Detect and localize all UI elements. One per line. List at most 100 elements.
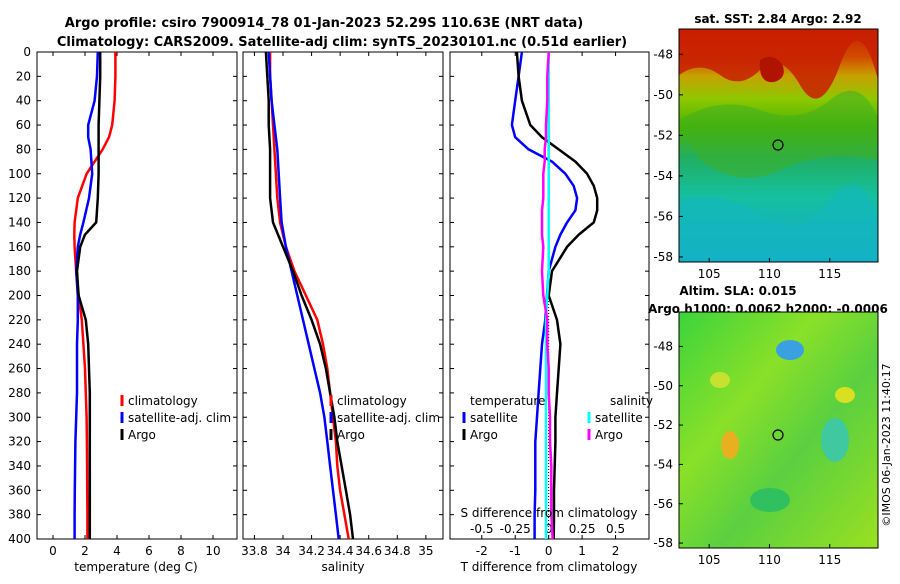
- sst-cold-pool: [679, 184, 878, 262]
- y-tick-label: 280: [8, 386, 31, 400]
- sla-blue-blob: [776, 340, 804, 360]
- x-tick-label: 34.4: [327, 544, 354, 558]
- argo-legend-label: Argo: [337, 428, 365, 442]
- s-satellite-line: [544, 52, 550, 539]
- satellite-legend-label: satellite-adj. clim: [128, 411, 231, 425]
- y-tick-label: 220: [8, 313, 31, 327]
- y-tick-label: 240: [8, 337, 31, 351]
- map-x-tick-label: 110: [758, 553, 781, 567]
- map-y-tick-label: -58: [653, 250, 673, 264]
- map-x-tick-label: 115: [818, 267, 841, 281]
- y-tick-label: 20: [16, 69, 31, 83]
- x-tick-label: 34.2: [298, 544, 325, 558]
- map-x-tick-label: 110: [758, 267, 781, 281]
- s-tick-label: -0.25: [500, 522, 531, 536]
- sst-argo-marker: [772, 139, 784, 151]
- y-tick-label: 0: [23, 45, 31, 59]
- y-tick-label: 380: [8, 508, 31, 522]
- satellite-legend-label: satellite-adj. clim: [337, 411, 440, 425]
- map-x-tick-label: 115: [818, 553, 841, 567]
- x-tick-label: 34.8: [384, 544, 411, 558]
- t-satellite-line: [510, 51, 579, 539]
- s-tick-label: -0.5: [470, 522, 493, 536]
- map-y-tick-label: -56: [653, 497, 673, 511]
- figure-title-line1: Argo profile: csiro 7900914_78 01-Jan-20…: [65, 16, 583, 31]
- temperature-legend-title: temperature: [470, 394, 545, 408]
- temperature-plot: 0204060801001201401601802002202402602803…: [8, 45, 237, 558]
- sst-eddy: [759, 56, 784, 83]
- sla-map-frame: [678, 311, 879, 549]
- x-tick-label: 4: [113, 544, 121, 558]
- y-tick-label: 320: [8, 435, 31, 449]
- x-tick-label: 2: [81, 544, 89, 558]
- sst-warm-front: [679, 29, 878, 99]
- salinity-climatology-line: [268, 52, 350, 540]
- difference-xlabel: T difference from climatology: [460, 560, 638, 574]
- difference-top-label: S difference from climatology: [461, 506, 638, 520]
- x-tick-label: -2: [476, 544, 488, 558]
- map-y-tick-label: -48: [653, 339, 673, 353]
- sst-map-ticks: 105 110 115 -48 -50 -52 -54 -56 -58: [653, 47, 841, 281]
- x-tick-label: 0: [49, 544, 57, 558]
- temperature-panel: 0204060801001201401601802002202402602803…: [8, 45, 238, 574]
- map-y-tick-label: -52: [653, 128, 673, 142]
- s-argo-legend-label: Argo: [595, 428, 623, 442]
- sla-cyan-blob: [821, 418, 849, 462]
- x-tick-label: 34: [275, 544, 290, 558]
- x-tick-label: 33.8: [241, 544, 268, 558]
- y-tick-label: 120: [8, 191, 31, 205]
- s-tick-label: 0: [545, 522, 553, 536]
- y-tick-label: 160: [8, 240, 31, 254]
- y-tick-label: 360: [8, 483, 31, 497]
- sst-map-title: sat. SST: 2.84 Argo: 2.92: [694, 12, 861, 26]
- map-x-tick-label: 105: [698, 267, 721, 281]
- sla-map-title-line1: Altim. SLA: 0.015: [679, 284, 796, 298]
- y-tick-label: 80: [16, 142, 31, 156]
- y-tick-label: 340: [8, 459, 31, 473]
- x-tick-label: 35: [418, 544, 433, 558]
- map-y-tick-label: -50: [653, 379, 673, 393]
- map-y-tick-label: -56: [653, 209, 673, 223]
- x-tick-label: 6: [145, 544, 153, 558]
- y-tick-label: 100: [8, 167, 31, 181]
- temperature-argo-line: [75, 52, 102, 539]
- x-tick-label: 1: [578, 544, 586, 558]
- map-y-tick-label: -52: [653, 418, 673, 432]
- argo-legend-label: Argo: [128, 428, 156, 442]
- sla-green-blob: [750, 488, 790, 512]
- y-tick-label: 60: [16, 118, 31, 132]
- map-y-tick-label: -58: [653, 536, 673, 550]
- sla-yellow-blob-1: [721, 431, 739, 459]
- sla-argo-marker: [772, 429, 784, 441]
- y-tick-label: 400: [8, 532, 31, 546]
- y-tick-label: 300: [8, 410, 31, 424]
- figure-title-line2: Climatology: CARS2009. Satellite-adj cli…: [57, 35, 627, 50]
- s-tick-label: 0.5: [606, 522, 625, 536]
- temperature-xlabel: temperature (deg C): [74, 560, 197, 574]
- map-y-tick-label: -54: [653, 457, 673, 471]
- map-x-tick-label: 105: [698, 553, 721, 567]
- sla-map-panel: Altim. SLA: 0.015 Argo h1000: 0.0062 h20…: [648, 284, 888, 567]
- salinity-satellite-line: [267, 51, 340, 540]
- sla-yellow-blob-3: [710, 372, 730, 388]
- x-tick-label: 10: [205, 544, 220, 558]
- salinity-legend-title: salinity: [610, 394, 653, 408]
- imos-timestamp: ©IMOS 06-Jan-2023 11:40:17: [880, 363, 893, 526]
- x-tick-label: 0: [545, 544, 553, 558]
- t-argo-legend-label: Argo: [470, 428, 498, 442]
- x-tick-label: 34.6: [355, 544, 382, 558]
- temperature-axes: [36, 51, 238, 540]
- map-y-tick-label: -54: [653, 169, 673, 183]
- x-tick-label: 2: [612, 544, 620, 558]
- salinity-plot: 33.8 34 34.2 34.4 34.6 34.8 35 climatology satel…: [241, 51, 443, 558]
- x-tick-label: -1: [509, 544, 521, 558]
- salinity-argo-line: [264, 51, 355, 540]
- climatology-legend-label: climatology: [128, 394, 198, 408]
- y-tick-label: 200: [8, 289, 31, 303]
- sla-yellow-blob-2: [835, 387, 855, 403]
- s-tick-label: 0.25: [569, 522, 596, 536]
- sst-green-tongue: [679, 90, 878, 178]
- y-tick-label: 140: [8, 215, 31, 229]
- s-argo-line: [540, 51, 554, 540]
